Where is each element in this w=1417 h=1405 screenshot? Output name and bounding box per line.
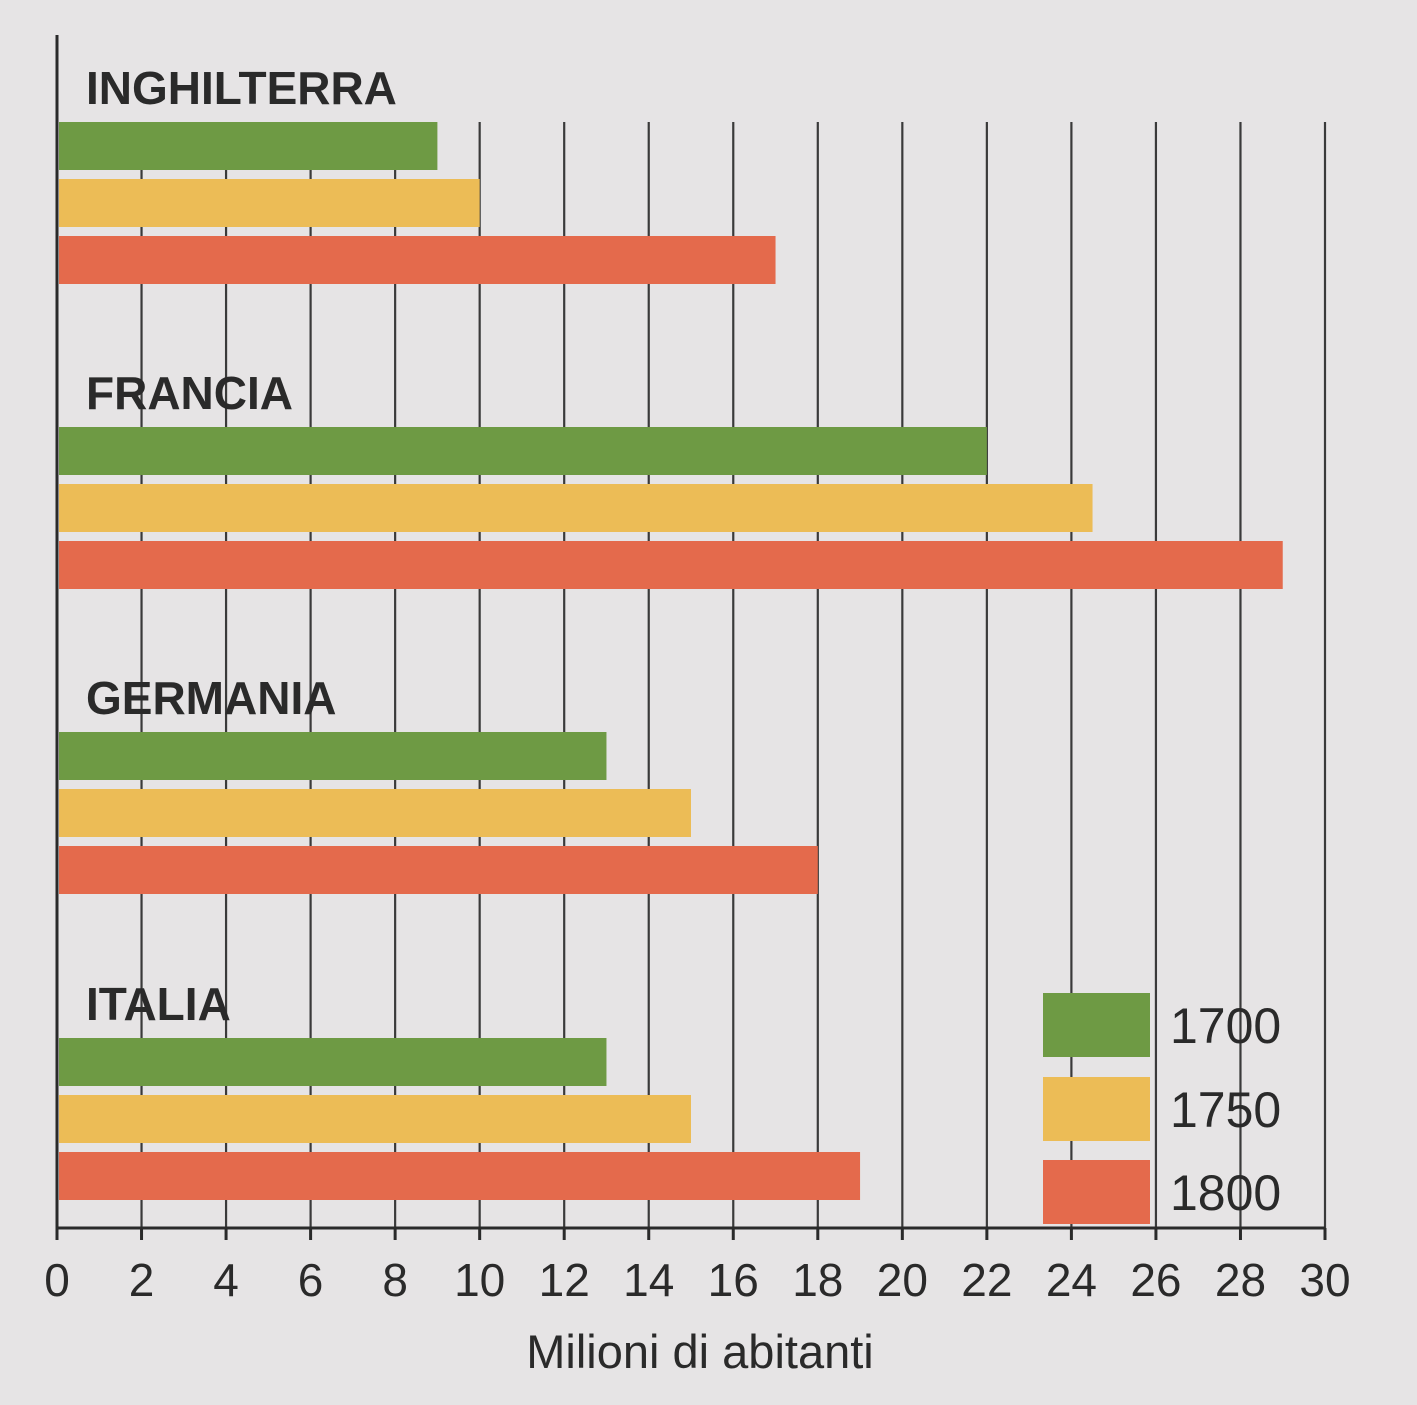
x-tick-label-10: 10	[454, 1254, 505, 1306]
x-tick-label-8: 8	[382, 1254, 408, 1306]
category-label-italia: ITALIA	[86, 978, 231, 1030]
x-tick-label-26: 26	[1130, 1254, 1181, 1306]
legend-label-1800: 1800	[1170, 1165, 1281, 1221]
bar-inghilterra-1800	[59, 236, 776, 284]
x-tick-label-4: 4	[213, 1254, 239, 1306]
x-tick-label-24: 24	[1046, 1254, 1097, 1306]
x-tick-label-20: 20	[877, 1254, 928, 1306]
category-labels: INGHILTERRA FRANCIA GERMANIA ITALIA	[86, 62, 397, 1030]
bar-germania-1800	[59, 846, 818, 894]
bar-italia-1700	[59, 1038, 607, 1086]
bar-francia-1700	[59, 427, 987, 475]
bar-italia-1800	[59, 1152, 861, 1200]
x-axis: 0 2 4 6 8 10 12 14 16 18 20 22 24 26 28 30	[44, 35, 1351, 1306]
x-tick-label-2: 2	[129, 1254, 155, 1306]
legend-swatch-1700	[1043, 993, 1150, 1057]
legend-swatch-1750	[1043, 1077, 1150, 1141]
bars	[59, 122, 1283, 1200]
x-tick-label-18: 18	[792, 1254, 843, 1306]
category-label-inghilterra: INGHILTERRA	[86, 62, 397, 114]
legend: 1700 1750 1800	[1043, 993, 1281, 1224]
bar-francia-1800	[59, 541, 1283, 589]
x-tick-label-14: 14	[623, 1254, 674, 1306]
grid-lines	[140, 122, 1327, 1228]
legend-swatch-1800	[1043, 1160, 1150, 1224]
bar-inghilterra-1700	[59, 122, 438, 170]
category-label-francia: FRANCIA	[86, 367, 293, 419]
bar-italia-1750	[59, 1095, 691, 1143]
x-tick-label-6: 6	[298, 1254, 324, 1306]
x-axis-title: Milioni di abitanti	[526, 1325, 873, 1378]
x-tick-label-12: 12	[539, 1254, 590, 1306]
category-label-germania: GERMANIA	[86, 672, 336, 724]
bar-francia-1750	[59, 484, 1093, 532]
x-tick-label-28: 28	[1215, 1254, 1266, 1306]
bar-germania-1750	[59, 789, 691, 837]
x-tick-label-22: 22	[961, 1254, 1012, 1306]
legend-label-1700: 1700	[1170, 998, 1281, 1054]
bar-inghilterra-1750	[59, 179, 480, 227]
bar-germania-1700	[59, 732, 607, 780]
legend-label-1750: 1750	[1170, 1082, 1281, 1138]
x-tick-label-0: 0	[44, 1254, 70, 1306]
x-tick-label-16: 16	[708, 1254, 759, 1306]
x-tick-label-30: 30	[1299, 1254, 1350, 1306]
